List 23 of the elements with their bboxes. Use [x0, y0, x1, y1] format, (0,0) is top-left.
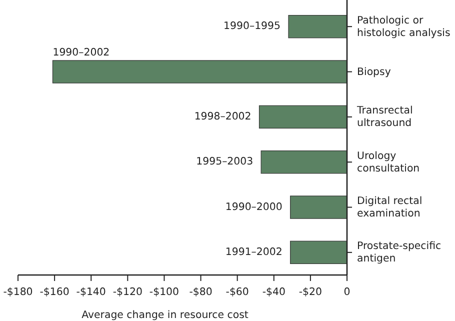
y-tick-label: Digital rectal examination [357, 196, 422, 219]
x-tick-label: -$180 [3, 287, 33, 298]
x-tick-label: -$60 [226, 287, 249, 298]
x-tick-label: -$100 [149, 287, 180, 298]
x-tick-label: -$140 [76, 287, 106, 298]
y-tick-label: Biopsy [357, 66, 391, 78]
annotation: 1990–2000 [225, 202, 282, 213]
y-tick-label: Pathologic or histologic analysis [357, 14, 450, 38]
x-tick-label: -$80 [189, 287, 212, 298]
annotation: 1990–1995 [224, 21, 281, 32]
y-tick-label: Prostate-specific antigen [357, 240, 442, 264]
annotation: 1990–2002 [52, 47, 110, 58]
annotation: 1991–2002 [225, 246, 282, 258]
annotation: 1998–2002 [194, 111, 252, 122]
x-tick-label: -$120 [112, 287, 142, 298]
x-tick-label: -$40 [262, 287, 286, 298]
x-tick-label: 0 [344, 287, 350, 298]
x-tick-label: -$20 [298, 287, 322, 298]
x-tick-label: -$160 [40, 287, 70, 298]
y-tick-label: Transrectal ultrasound [356, 105, 413, 129]
annotation: 1995–2003 [196, 156, 254, 168]
y-tick-label: Urology consultation [357, 150, 420, 174]
x-axis-title: Average change in resource cost [82, 310, 248, 321]
